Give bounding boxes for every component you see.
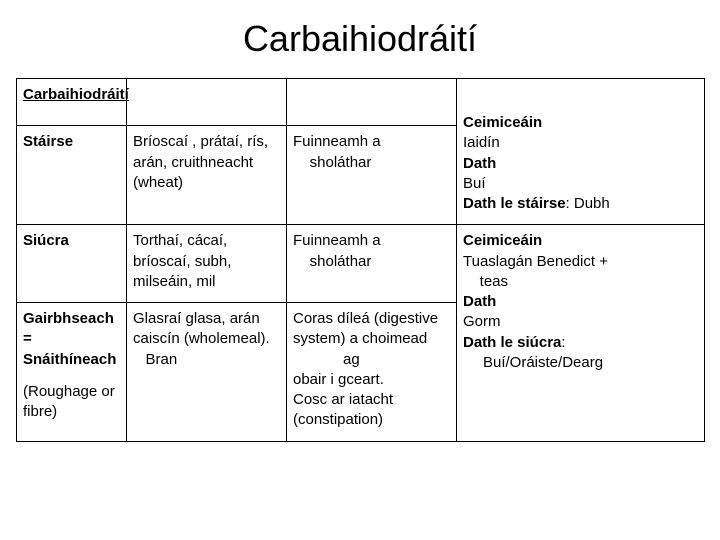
header-cell: Carbaihiodráití	[23, 86, 129, 103]
chem-cell: Ceimiceáin Iaidín Dath Buí Dath le stáir…	[457, 79, 705, 225]
sources-cell: Torthaí, cácaí, bríoscaí, subh, milseáin…	[133, 232, 231, 290]
result-label: Dath le stáirse	[463, 195, 566, 212]
colour-label: Dath	[463, 155, 496, 172]
row-label: Siúcra	[23, 232, 69, 249]
table-row: Carbaihiodráití Ceimiceáin Iaidín Dath B…	[17, 79, 705, 126]
table-row: Siúcra Torthaí, cácaí, bríoscaí, subh, m…	[17, 225, 705, 303]
chem-value: Tuaslagán Benedict + teas	[463, 253, 608, 290]
sources-cell: Glasraí glasa, arán caiscín (wholemeal).…	[133, 310, 270, 368]
function-cell: Fuinneamh a sholáthar	[293, 232, 381, 269]
chem-label: Ceimiceáin	[463, 114, 542, 131]
row-label: Stáirse	[23, 133, 73, 150]
chem-value: Iaidín	[463, 134, 500, 151]
row-label: Gairbhseach = Snáithíneach	[23, 310, 116, 368]
row-sublabel: (Roughage or fibre)	[23, 383, 115, 420]
result-value: :	[561, 334, 565, 351]
sources-cell: Bríoscaí , prátaí, rís, arán, cruithneac…	[133, 133, 268, 191]
colour-value: Gorm	[463, 313, 501, 330]
colour-value: Buí	[463, 175, 486, 192]
result-value: : Dubh	[566, 195, 610, 212]
page-title: Carbaihiodráití	[16, 18, 704, 60]
chem-cell: Ceimiceáin Tuaslagán Benedict + teas Dat…	[457, 225, 705, 441]
result-indent: Buí/Oráiste/Dearg	[463, 353, 698, 373]
function-cell: Fuinneamh a sholáthar	[293, 133, 381, 170]
chem-label: Ceimiceáin	[463, 232, 542, 249]
empty-cell	[127, 79, 287, 126]
carbohydrate-table: Carbaihiodráití Ceimiceáin Iaidín Dath B…	[16, 78, 705, 442]
colour-label: Dath	[463, 293, 496, 310]
result-label: Dath le siúcra	[463, 334, 561, 351]
empty-cell	[287, 79, 457, 126]
function-cell: Coras díleá (digestive system) a choimea…	[293, 310, 438, 428]
